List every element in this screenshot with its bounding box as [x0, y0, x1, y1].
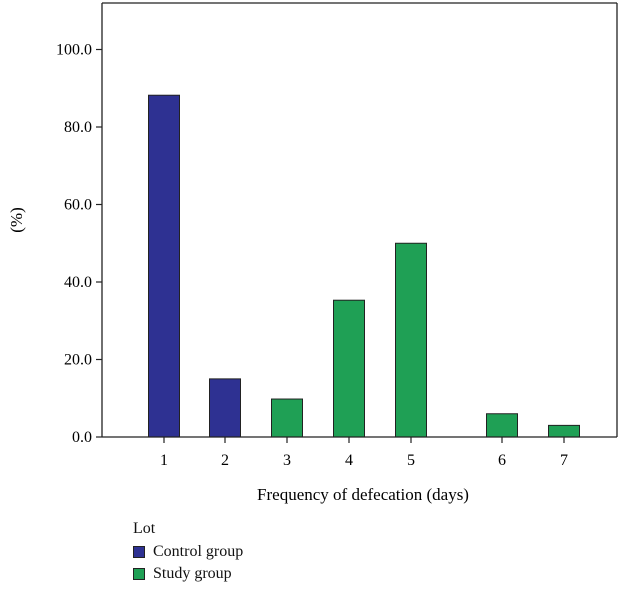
y-tick-label: 40.0 [64, 274, 92, 291]
bar-study-group-7 [548, 424, 580, 438]
bar-control-group-2 [209, 378, 241, 438]
x-tick-label: 7 [560, 452, 568, 469]
bar-study-group-3 [271, 398, 303, 438]
x-tick-label: 6 [498, 452, 506, 469]
legend-item-study: Study group [133, 563, 243, 585]
y-axis-label: (%) [7, 207, 26, 232]
ticks-layer: 0.0 20.0 40.0 60.0 80.0 100.0 1 2 3 4 5 6 7 [56, 42, 568, 470]
x-tick-label: 2 [221, 452, 229, 469]
legend-swatch-control [133, 546, 145, 558]
bar-control-group-1 [148, 94, 180, 438]
y-tick-label: 20.0 [64, 352, 92, 369]
bars-layer [148, 94, 580, 438]
y-tick-label: 80.0 [64, 119, 92, 136]
legend-label-study: Study group [153, 565, 232, 582]
x-tick-label: 1 [160, 452, 168, 469]
y-tick-label: 0.0 [72, 429, 92, 446]
x-tick-label: 3 [283, 452, 291, 469]
x-tick-label: 4 [345, 452, 353, 469]
legend-swatch-study [133, 568, 145, 580]
y-tick-label: 100.0 [56, 42, 92, 59]
legend: Lot Control group Study group [133, 520, 243, 585]
bar-study-group-5 [395, 242, 427, 438]
x-axis-label: Frequency of defecation (days) [257, 485, 469, 504]
x-tick-label: 5 [407, 452, 415, 469]
bar-study-group-6 [486, 413, 518, 438]
bar-study-group-4 [333, 299, 365, 438]
legend-item-control: Control group [133, 541, 243, 563]
legend-label-control: Control group [153, 543, 244, 560]
axes-layer [101, 2, 618, 438]
y-tick-label: 60.0 [64, 197, 92, 214]
legend-title: Lot [133, 520, 156, 537]
